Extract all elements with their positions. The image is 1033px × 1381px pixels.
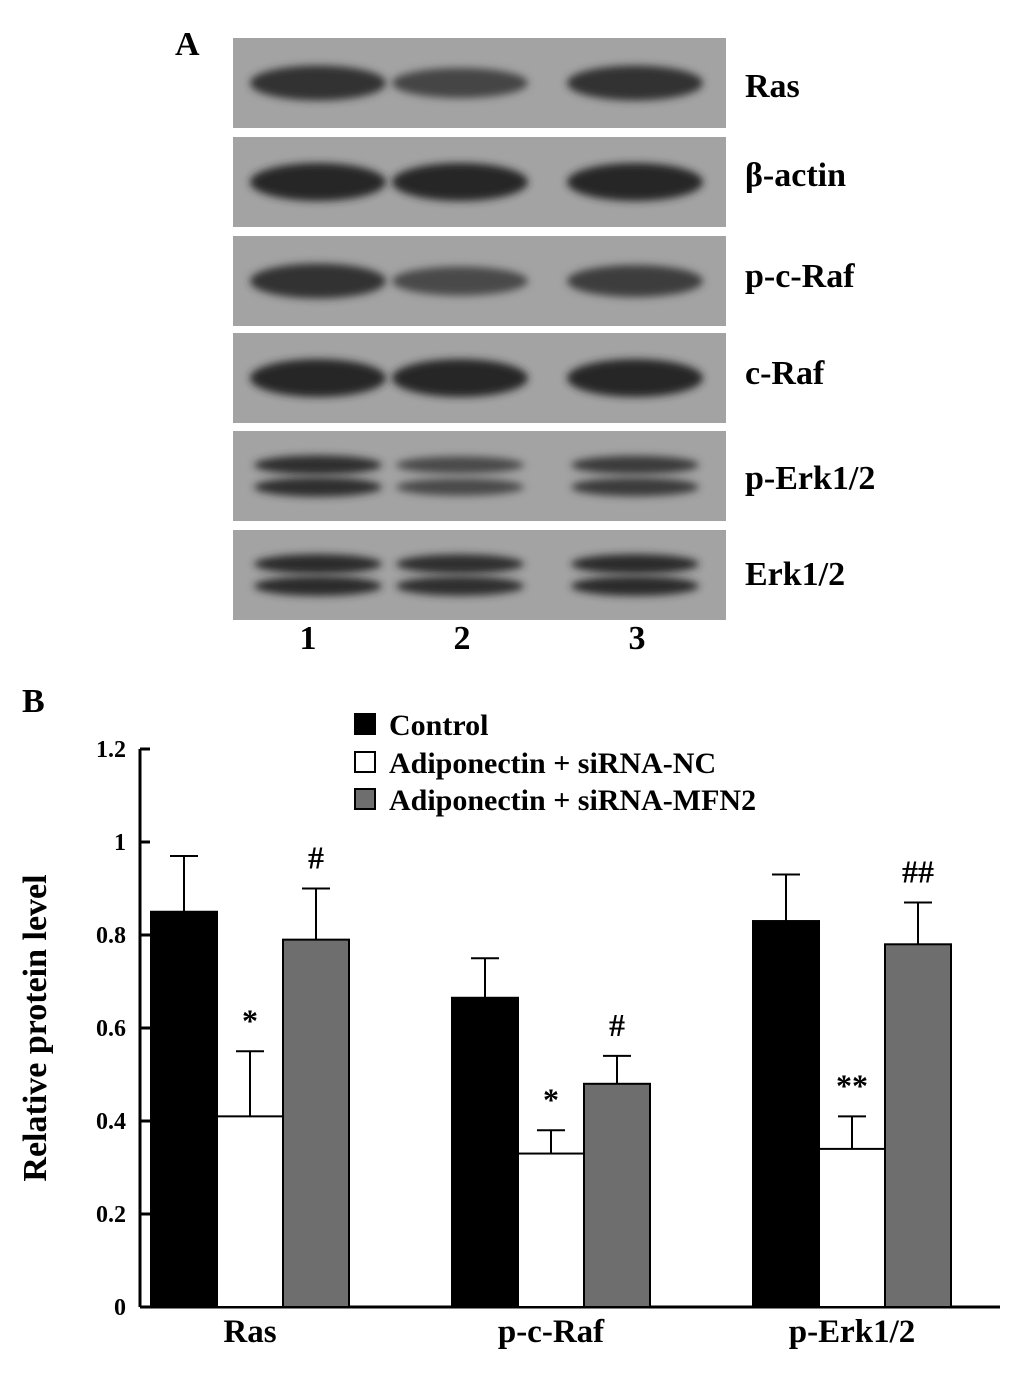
- band-lane-1: [250, 65, 386, 101]
- bar-2-p-Erk1/2: [818, 1147, 886, 1309]
- band-lane-2: [392, 163, 528, 201]
- band-lane-3-lower: [571, 576, 699, 596]
- x-category-label: p-Erk1/2: [789, 1314, 916, 1350]
- blot-strip-3: [233, 236, 726, 326]
- band-label: p-c-Raf: [745, 258, 855, 295]
- bar-2-p-c-Raf: [517, 1152, 585, 1309]
- blot-strip-6: [233, 530, 726, 620]
- legend-swatch: [354, 713, 376, 735]
- blot-strip-2: [233, 137, 726, 227]
- band-lane-1: [250, 263, 386, 299]
- blot-strip-5: [233, 431, 726, 521]
- x-category-label: Ras: [223, 1314, 276, 1350]
- legend-label: Adiponectin + siRNA-NC: [389, 747, 716, 780]
- significance-mark: ##: [902, 853, 934, 889]
- band-lane-1-lower: [254, 477, 382, 497]
- band-lane-2: [392, 68, 528, 98]
- band-lane-2-lower: [396, 478, 524, 496]
- significance-mark: **: [836, 1067, 868, 1103]
- panel-b-letter: B: [22, 683, 45, 720]
- y-tick-label: 1.2: [96, 737, 126, 763]
- y-tick-label: 0.8: [96, 923, 126, 949]
- legend-label: Control: [389, 709, 488, 742]
- western-blot-image: [233, 38, 726, 620]
- significance-mark: *: [543, 1081, 559, 1117]
- bar-2-Ras: [216, 1115, 284, 1308]
- band-lane-2: [392, 266, 528, 296]
- band-lane-1: [254, 554, 382, 574]
- band-label: p-Erk1/2: [745, 460, 876, 497]
- x-category-label: p-c-Raf: [498, 1314, 605, 1350]
- significance-mark: *: [242, 1002, 258, 1038]
- bar-3-Ras: [282, 938, 350, 1309]
- y-tick-label: 0.4: [96, 1109, 126, 1135]
- band-lane-1: [250, 163, 386, 201]
- panel-a-letter: A: [175, 26, 200, 63]
- blot-strip-4: [233, 333, 726, 423]
- band-lane-3: [571, 455, 699, 475]
- band-lane-1: [254, 455, 382, 475]
- bar-1-Ras: [150, 910, 218, 1308]
- band-label: Erk1/2: [745, 556, 846, 593]
- legend-swatch: [354, 788, 376, 810]
- band-lane-3: [567, 265, 703, 297]
- band-label: β-actin: [745, 157, 847, 194]
- band-lane-2-lower: [396, 576, 524, 596]
- bar-3-p-c-Raf: [583, 1082, 651, 1309]
- bar-1-p-Erk1/2: [752, 920, 820, 1308]
- y-tick-label: 0.6: [96, 1016, 126, 1042]
- band-lane-2: [396, 554, 524, 574]
- band-label: Ras: [745, 68, 800, 105]
- lane-label: 3: [628, 620, 646, 657]
- y-axis-title: Relative protein level: [17, 874, 54, 1181]
- lane-label: 1: [299, 620, 317, 657]
- significance-mark: #: [609, 1007, 625, 1043]
- y-tick-label: 1: [114, 830, 126, 856]
- band-lane-3: [571, 554, 699, 574]
- band-lane-1-lower: [254, 576, 382, 596]
- y-tick-label: 0: [114, 1295, 126, 1321]
- band-lane-3: [567, 163, 703, 201]
- band-lane-1: [250, 359, 386, 397]
- band-label: c-Raf: [745, 355, 825, 392]
- band-lane-3-lower: [571, 477, 699, 497]
- legend-swatch: [354, 751, 376, 773]
- bar-1-p-c-Raf: [451, 996, 519, 1309]
- band-lane-3: [567, 359, 703, 397]
- legend-label: Adiponectin + siRNA-MFN2: [389, 784, 756, 817]
- blot-strip-1: [233, 38, 726, 128]
- significance-mark: #: [308, 840, 324, 876]
- bar-3-p-Erk1/2: [884, 943, 952, 1308]
- band-lane-3: [567, 65, 703, 101]
- band-lane-2: [396, 456, 524, 474]
- band-lane-2: [392, 359, 528, 397]
- lane-label: 2: [453, 620, 471, 657]
- y-tick-label: 0.2: [96, 1202, 126, 1228]
